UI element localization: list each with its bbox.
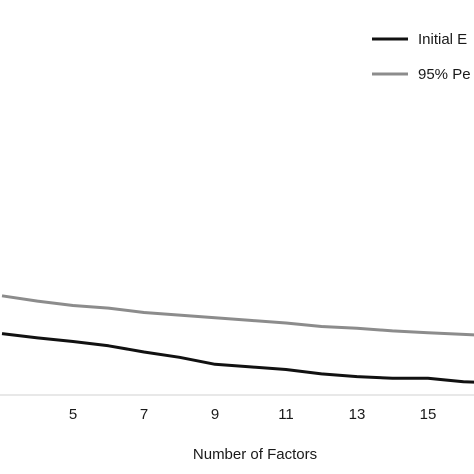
x-tick-label: 9: [211, 406, 219, 423]
x-tick-label: 15: [420, 406, 437, 423]
x-tick-labels: 57911131517: [69, 406, 437, 423]
x-tick-label: 11: [278, 406, 294, 423]
series-line-1: [1, 294, 474, 337]
legend-item-initial: Initial E: [372, 31, 467, 48]
legend-label-initial: Initial E: [418, 31, 467, 48]
x-axis-title: Number of Factors: [193, 446, 317, 463]
x-tick-label: 5: [69, 406, 77, 423]
series-layer: [1, 294, 474, 384]
x-tick-label: 13: [349, 406, 366, 423]
plot-area: 57911131517: [0, 294, 474, 423]
legend-label-95pct: 95% Pe: [418, 66, 471, 83]
legend-item-95pct: 95% Pe: [372, 66, 471, 83]
series-line-0: [1, 332, 474, 384]
legend: Initial E 95% Pe: [372, 31, 471, 83]
x-tick-label: 7: [140, 406, 148, 423]
